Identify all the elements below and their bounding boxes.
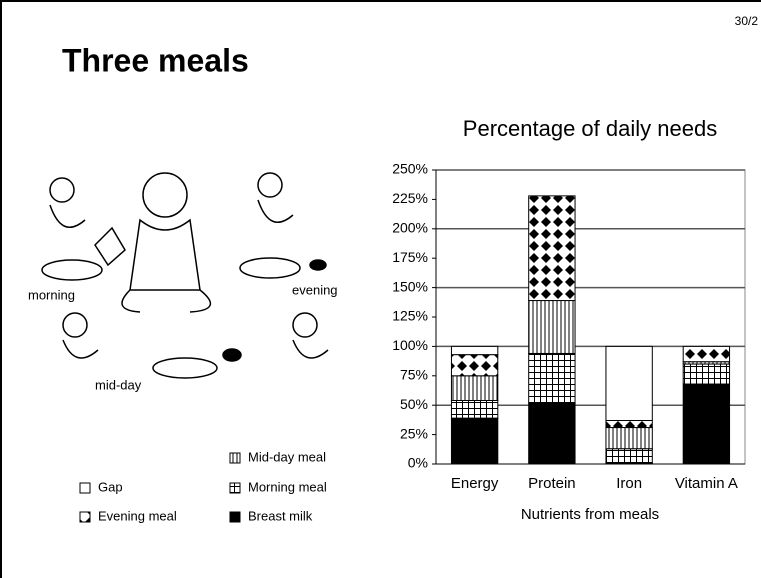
bar-segment [528, 402, 576, 465]
bar-segment [682, 383, 731, 465]
y-tick-label: 125% [392, 308, 428, 324]
legend-label: Breast milk [248, 508, 313, 523]
illustration-label: morning [28, 287, 75, 302]
y-tick-label: 50% [400, 396, 428, 412]
illustration [41, 172, 329, 379]
y-tick-label: 150% [392, 278, 428, 294]
legend-label: Gap [98, 479, 123, 494]
legend-swatch [229, 452, 241, 464]
legend-swatch [229, 482, 241, 494]
bar-segment [605, 427, 653, 450]
x-tick-label: Protein [528, 475, 576, 492]
bar-segment [450, 345, 499, 356]
bar-segment [528, 352, 576, 404]
y-tick-label: 200% [392, 220, 428, 236]
bar-segment [528, 300, 576, 354]
bar-segment [682, 363, 731, 385]
x-axis-title: Nutrients from meals [521, 506, 659, 523]
legend-label: Morning meal [248, 479, 327, 494]
page-number: 30/2 [735, 14, 759, 28]
illustration-label: evening [292, 282, 338, 297]
y-tick-label: 75% [400, 367, 428, 383]
chart-title: Percentage of daily needs [463, 116, 717, 141]
y-tick-label: 100% [392, 337, 428, 353]
bar-segment [528, 195, 576, 302]
illustration-label: mid-day [95, 377, 142, 392]
legend-swatch [79, 511, 91, 523]
legend-swatch [229, 511, 241, 523]
bar-segment [682, 345, 731, 363]
y-tick-label: 225% [392, 190, 428, 206]
x-tick-label: Iron [616, 475, 642, 492]
bar-segment [605, 448, 653, 464]
x-tick-label: Vitamin A [675, 475, 738, 492]
y-tick-label: 250% [392, 161, 428, 177]
x-tick-label: Energy [451, 475, 499, 492]
legend-swatch [79, 482, 91, 494]
bar-segment [450, 354, 499, 377]
bar-segment [605, 419, 653, 429]
slide-title: Three meals [62, 42, 249, 78]
bar-segment [450, 399, 499, 419]
bar-segment [450, 417, 499, 465]
legend-label: Mid-day meal [248, 449, 326, 464]
y-tick-label: 175% [392, 249, 428, 265]
y-tick-label: 25% [400, 425, 428, 441]
y-tick-label: 0% [408, 455, 428, 471]
bar-segment [605, 345, 653, 421]
bar-segment [450, 375, 499, 401]
legend-label: Evening meal [98, 508, 177, 523]
